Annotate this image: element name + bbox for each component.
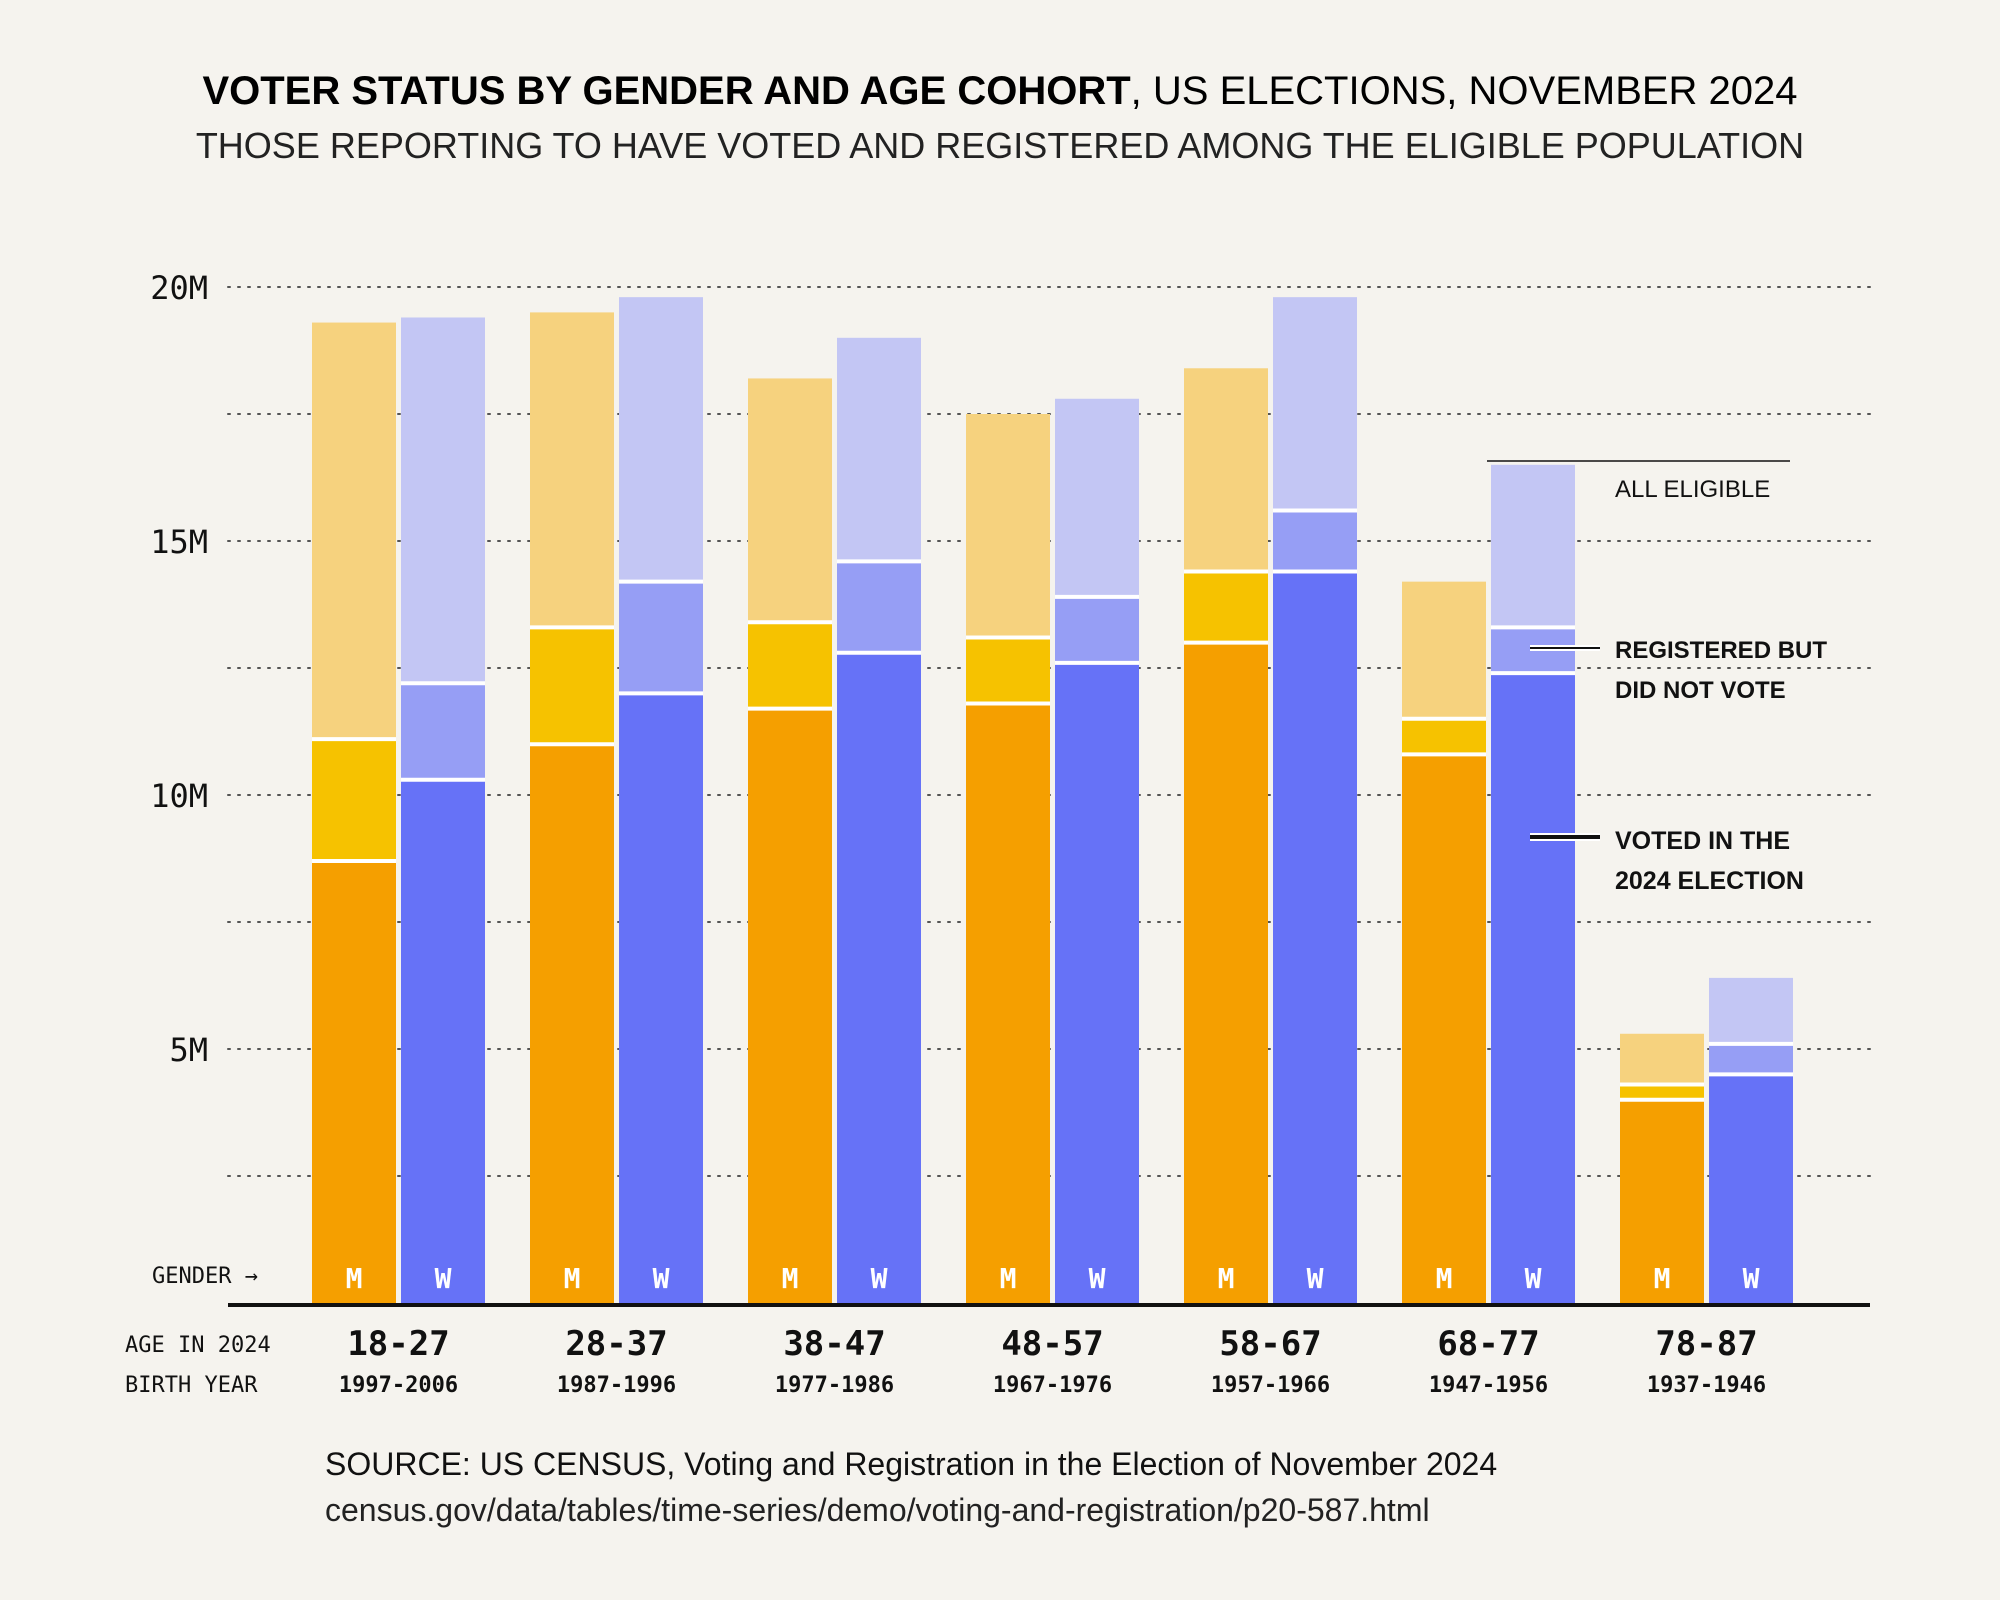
gender-label: W xyxy=(1089,1262,1106,1295)
bar-voted-segment xyxy=(966,703,1050,1303)
bar-registered-segment xyxy=(966,637,1050,704)
bar-voted-segment xyxy=(1402,754,1486,1303)
age-cohort-label: 18-27 xyxy=(347,1324,449,1364)
chart-title-bold: VOTER STATUS BY GENDER AND AGE COHORT xyxy=(202,69,1130,113)
bar-voted-segment xyxy=(530,744,614,1303)
age-cohort-label: 68-77 xyxy=(1437,1324,1539,1364)
bar-eligible-segment xyxy=(748,378,832,623)
bar-voted-segment xyxy=(312,861,396,1303)
age-axis-label: AGE IN 2024 xyxy=(125,1333,271,1358)
bar-registered-segment xyxy=(837,561,921,653)
age-cohort-label: 48-57 xyxy=(1001,1324,1103,1364)
legend-registered-line1: REGISTERED BUT xyxy=(1615,637,1827,664)
birth-year-label: 1997-2006 xyxy=(339,1373,458,1398)
gender-label: W xyxy=(1307,1262,1324,1295)
gender-label: W xyxy=(435,1262,452,1295)
bar-voted-segment xyxy=(1184,642,1268,1303)
bar-eligible-segment xyxy=(1620,1033,1704,1085)
x-axis-labels: 18-27 1997-2006 28-37 1987-1996 38-47 1977-19… xyxy=(339,1324,1766,1398)
bars xyxy=(312,297,1793,1303)
chart-title-rest: , US ELECTIONS, NOVEMBER 2024 xyxy=(1131,69,1798,113)
bar-eligible-segment xyxy=(1273,297,1357,511)
bar-voted-segment xyxy=(1491,673,1575,1303)
birth-year-label: 1967-1976 xyxy=(993,1373,1112,1398)
bar-registered-segment xyxy=(1620,1084,1704,1100)
gender-label: M xyxy=(1654,1262,1671,1295)
gender-label: M xyxy=(346,1262,363,1295)
age-cohort-label: 28-37 xyxy=(565,1324,667,1364)
bar-eligible-segment xyxy=(619,297,703,582)
source-line1: SOURCE: US CENSUS, Voting and Registrati… xyxy=(325,1446,1497,1482)
bar-eligible-segment xyxy=(1055,398,1139,597)
y-tick-label: 20M xyxy=(150,269,208,307)
birth-year-label: 1957-1966 xyxy=(1211,1373,1330,1398)
gender-label: W xyxy=(871,1262,888,1295)
bar-eligible-segment xyxy=(837,337,921,562)
bar-voted-segment xyxy=(1273,571,1357,1303)
bar-voted-segment xyxy=(1055,662,1139,1303)
bar-eligible-segment xyxy=(1491,464,1575,628)
bar-voted-segment xyxy=(619,693,703,1303)
gender-label: W xyxy=(1525,1262,1542,1295)
birth-year-label: 1937-1946 xyxy=(1647,1373,1766,1398)
y-tick-label: 10M xyxy=(150,777,208,815)
age-cohort-label: 58-67 xyxy=(1219,1324,1321,1364)
chart-subtitle: THOSE REPORTING TO HAVE VOTED AND REGIST… xyxy=(196,125,1804,166)
bar-eligible-segment xyxy=(312,322,396,740)
y-tick-label: 5M xyxy=(169,1031,208,1069)
gender-label: M xyxy=(564,1262,581,1295)
legend-all-eligible: ALL ELIGIBLE xyxy=(1615,476,1770,503)
bar-registered-segment xyxy=(1402,718,1486,755)
birth-year-label: 1947-1956 xyxy=(1429,1373,1548,1398)
bar-registered-segment xyxy=(619,581,703,694)
gender-label: M xyxy=(1218,1262,1235,1295)
bar-eligible-segment xyxy=(1184,368,1268,572)
y-axis-ticks: 20M 15M 10M 5M xyxy=(150,269,208,1069)
gender-label: M xyxy=(1436,1262,1453,1295)
bar-voted-segment xyxy=(1709,1074,1793,1303)
bar-eligible-segment xyxy=(530,312,614,628)
bar-eligible-segment xyxy=(1709,977,1793,1044)
legend-voted-line1: VOTED IN THE xyxy=(1615,827,1790,855)
gender-label: W xyxy=(653,1262,670,1295)
birth-year-label: 1977-1986 xyxy=(775,1373,894,1398)
bar-voted-segment xyxy=(1620,1099,1704,1303)
birth-axis-label: BIRTH YEAR xyxy=(125,1373,258,1398)
bar-registered-segment xyxy=(1055,596,1139,663)
gender-label: M xyxy=(782,1262,799,1295)
bar-registered-segment xyxy=(1273,510,1357,572)
age-cohort-label: 38-47 xyxy=(783,1324,885,1364)
age-cohort-label: 78-87 xyxy=(1655,1324,1757,1364)
bar-registered-segment xyxy=(1709,1043,1793,1075)
legend: ALL ELIGIBLE REGISTERED BUT DID NOT VOTE… xyxy=(1487,460,1827,895)
bar-registered-segment xyxy=(1184,571,1268,643)
bar-eligible-segment xyxy=(401,317,485,684)
legend-registered-line2: DID NOT VOTE xyxy=(1615,677,1786,704)
birth-year-label: 1987-1996 xyxy=(557,1373,676,1398)
bar-registered-segment xyxy=(530,627,614,745)
bar-voted-segment xyxy=(748,708,832,1303)
bar-eligible-segment xyxy=(1402,581,1486,719)
bar-registered-segment xyxy=(312,739,396,862)
gender-label: W xyxy=(1743,1262,1760,1295)
bar-registered-segment xyxy=(401,683,485,780)
bar-registered-segment xyxy=(748,622,832,709)
legend-voted-line2: 2024 ELECTION xyxy=(1615,867,1804,895)
gender-label: M xyxy=(1000,1262,1017,1295)
chart-title: VOTER STATUS BY GENDER AND AGE COHORT, U… xyxy=(202,69,1797,113)
bar-voted-segment xyxy=(401,779,485,1303)
gender-axis-label: GENDER → xyxy=(152,1264,258,1289)
bar-eligible-segment xyxy=(966,414,1050,638)
bar-voted-segment xyxy=(837,652,921,1303)
y-tick-label: 15M xyxy=(150,523,208,561)
source-line2: census.gov/data/tables/time-series/demo/… xyxy=(325,1492,1430,1528)
